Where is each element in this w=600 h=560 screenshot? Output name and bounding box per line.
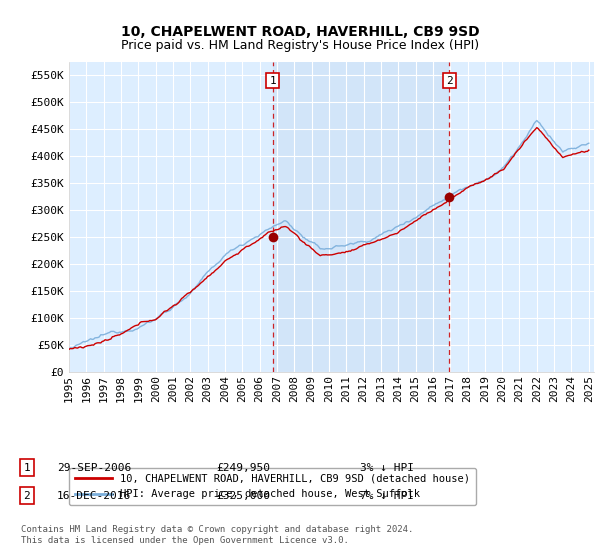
Text: 10, CHAPELWENT ROAD, HAVERHILL, CB9 9SD: 10, CHAPELWENT ROAD, HAVERHILL, CB9 9SD	[121, 25, 479, 39]
Legend: 10, CHAPELWENT ROAD, HAVERHILL, CB9 9SD (detached house), HPI: Average price, de: 10, CHAPELWENT ROAD, HAVERHILL, CB9 9SD …	[69, 468, 476, 506]
Text: 29-SEP-2006: 29-SEP-2006	[57, 463, 131, 473]
Text: £325,000: £325,000	[216, 491, 270, 501]
Text: 16-DEC-2016: 16-DEC-2016	[57, 491, 131, 501]
Text: Price paid vs. HM Land Registry's House Price Index (HPI): Price paid vs. HM Land Registry's House …	[121, 39, 479, 52]
Text: 3% ↓ HPI: 3% ↓ HPI	[360, 463, 414, 473]
Text: 2: 2	[446, 76, 453, 86]
Text: 1: 1	[23, 463, 31, 473]
Text: 2: 2	[23, 491, 31, 501]
Text: 1: 1	[269, 76, 276, 86]
Bar	[272, 62, 449, 372]
Text: £249,950: £249,950	[216, 463, 270, 473]
Text: Contains HM Land Registry data © Crown copyright and database right 2024.
This d: Contains HM Land Registry data © Crown c…	[21, 525, 413, 545]
Text: 7% ↓ HPI: 7% ↓ HPI	[360, 491, 414, 501]
